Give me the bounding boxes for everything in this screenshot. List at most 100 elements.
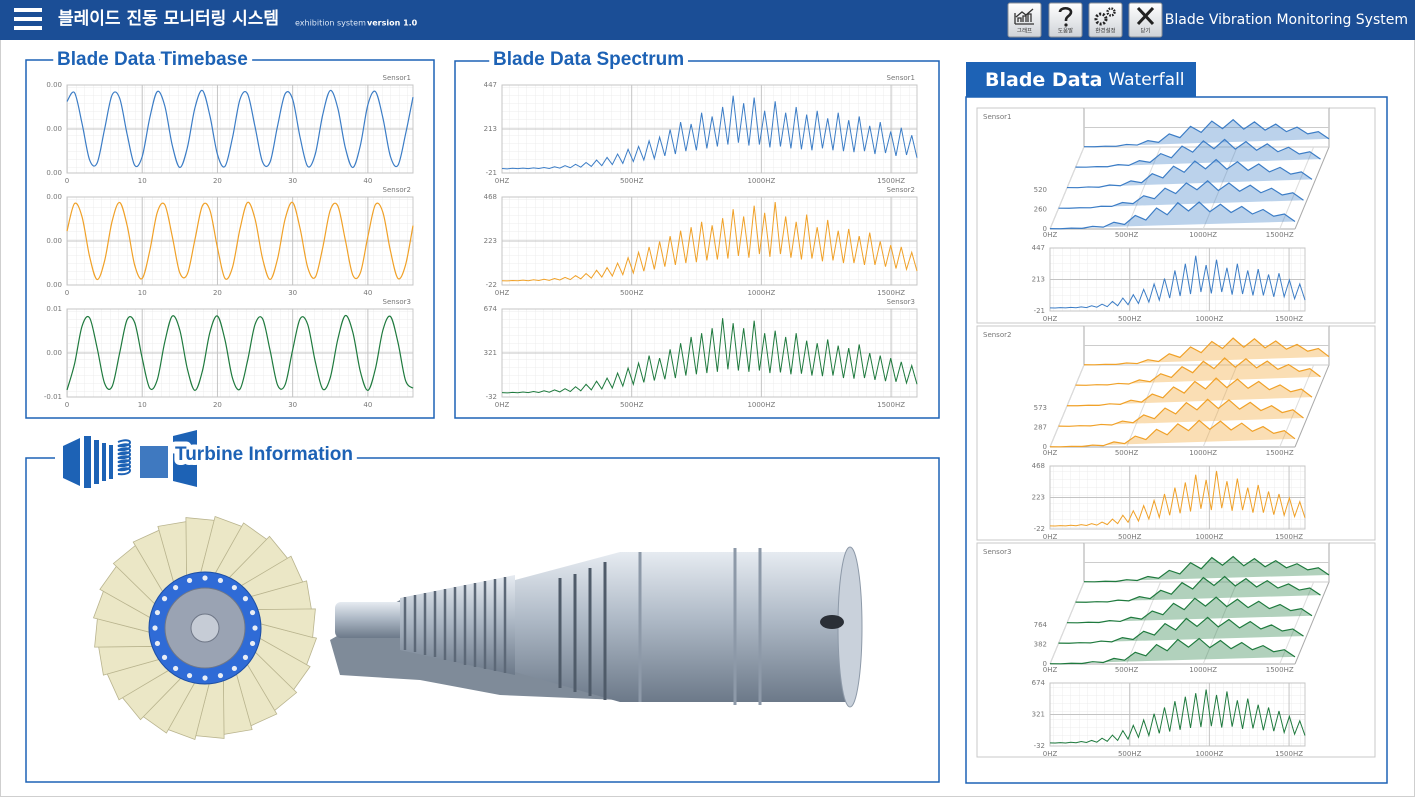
sensor-label: Sensor3 — [983, 548, 1011, 556]
data-line — [66, 201, 414, 281]
x-tick-label: 30 — [288, 401, 297, 409]
engine-shaft — [335, 602, 405, 638]
y-tick-label: 520 — [1034, 186, 1047, 194]
graph-button[interactable]: 그래프 — [1007, 2, 1042, 38]
hub-bolt — [154, 640, 161, 647]
gear-icon — [1106, 7, 1116, 17]
y-tick-label: 321 — [1032, 711, 1045, 719]
waterfall-slice — [1058, 616, 1304, 644]
y-tick-label: 764 — [1034, 621, 1048, 629]
x-tick-label: 1500HZ — [1266, 666, 1294, 674]
waterfall-slice — [1075, 575, 1321, 603]
y-tick-label: -0.01 — [44, 393, 62, 401]
waterfall-slice — [1049, 419, 1296, 448]
waterfall-slice — [1075, 138, 1321, 168]
y-tick-label: 573 — [1034, 404, 1047, 412]
x-tick-label: 500HZ — [1115, 666, 1139, 674]
title-main: Blade Data — [985, 69, 1102, 91]
hub-bolt — [231, 665, 237, 672]
y-tick-label: 321 — [484, 349, 497, 357]
panel-title: Blade Data Timebase — [57, 49, 248, 70]
hub-bolt — [217, 672, 224, 679]
sensor-label: Sensor2 — [383, 186, 411, 194]
help-button[interactable]: 도움말 — [1048, 2, 1083, 38]
settings-button[interactable]: 환경설정 — [1088, 2, 1123, 38]
x-tick-label: 20 — [213, 177, 222, 185]
app-title: 블레이드 진동 모니터링 시스템 — [58, 9, 279, 29]
waterfall-slice — [1083, 118, 1330, 148]
x-tick-label: 30 — [288, 289, 297, 297]
x-tick-label: 1500HZ — [877, 401, 905, 409]
y-tick-label: 0.00 — [46, 281, 62, 289]
x-tick-label: 1500HZ — [1275, 315, 1303, 323]
x-tick-label: 500HZ — [1118, 315, 1142, 323]
x-tick-label: 10 — [138, 289, 147, 297]
y-tick-label: 0 — [1043, 225, 1047, 233]
y-tick-label: 674 — [1032, 679, 1046, 687]
hub-bolt — [202, 575, 208, 581]
waterfall-slice — [1066, 158, 1313, 189]
waterfall-slice — [1049, 637, 1296, 665]
button-label: 환경설정 — [1095, 27, 1115, 35]
sensor-label: Sensor2 — [887, 186, 915, 194]
flange — [638, 548, 762, 705]
data-line — [66, 314, 414, 391]
menu-button[interactable] — [14, 8, 42, 30]
y-tick-label: 213 — [1032, 276, 1045, 284]
brand: Blade Vibration Monitoring System — [1165, 12, 1408, 28]
hub-bolt — [186, 577, 193, 584]
x-tick-label: 500HZ — [1115, 449, 1139, 457]
fan-illustration — [92, 515, 318, 741]
fan-center — [190, 613, 220, 643]
graph-icon — [1014, 8, 1034, 25]
waterfall-slice — [1049, 201, 1296, 230]
close-button[interactable]: 닫기 — [1128, 2, 1163, 38]
y-tick-label: 223 — [484, 237, 497, 245]
waterfall-slice — [1075, 357, 1321, 386]
icon-shape — [63, 430, 197, 488]
sensor-label: Sensor3 — [887, 298, 915, 306]
x-tick-label: 0HZ — [1043, 315, 1058, 323]
data-line — [1049, 689, 1306, 744]
waterfall-title: Blade Data Waterfall — [985, 69, 1185, 91]
y-tick-label: -32 — [486, 393, 497, 401]
data-line — [501, 318, 918, 394]
waterfall-tab — [966, 62, 1196, 97]
compressor-blades — [403, 577, 507, 673]
button-face — [1128, 2, 1163, 38]
y-tick-label: 0.00 — [46, 81, 62, 89]
waterfall-slice — [1058, 398, 1304, 427]
panel-title: Turbine Information — [175, 444, 353, 465]
hub-bolt — [173, 584, 179, 591]
button-label: 그래프 — [1017, 27, 1032, 35]
x-tick-label: 0 — [65, 289, 69, 297]
y-tick-label: 674 — [484, 305, 498, 313]
gear-icon — [1094, 12, 1108, 26]
waterfall-slice — [1083, 555, 1330, 583]
grid-line — [1279, 364, 1315, 448]
menu-bar — [14, 26, 42, 30]
x-tick-label: 1000HZ — [747, 177, 775, 185]
help-icon — [1058, 6, 1073, 21]
header-bar — [0, 0, 1415, 40]
button-face — [1007, 2, 1042, 38]
grid-line — [1202, 581, 1238, 665]
y-tick-label: 468 — [1032, 462, 1045, 470]
waterfall-slice — [1083, 337, 1330, 366]
y-tick-label: 287 — [1034, 423, 1047, 431]
button-label: 도움말 — [1058, 27, 1073, 35]
button-label: 닫기 — [1140, 27, 1150, 35]
x-tick-label: 0HZ — [1043, 449, 1058, 457]
turbine-icon — [55, 430, 205, 488]
hub-bolt — [161, 654, 168, 660]
x-tick-label: 500HZ — [620, 401, 644, 409]
x-tick-label: 40 — [363, 177, 372, 185]
x-tick-label: 1500HZ — [1266, 231, 1294, 239]
x-tick-label: 40 — [363, 289, 372, 297]
data-line — [66, 89, 414, 169]
y-tick-label: 0.00 — [46, 237, 62, 245]
sensor-label: Sensor1 — [383, 74, 411, 82]
y-tick-label: 0.01 — [46, 305, 62, 313]
y-tick-label: 0.00 — [46, 349, 62, 357]
